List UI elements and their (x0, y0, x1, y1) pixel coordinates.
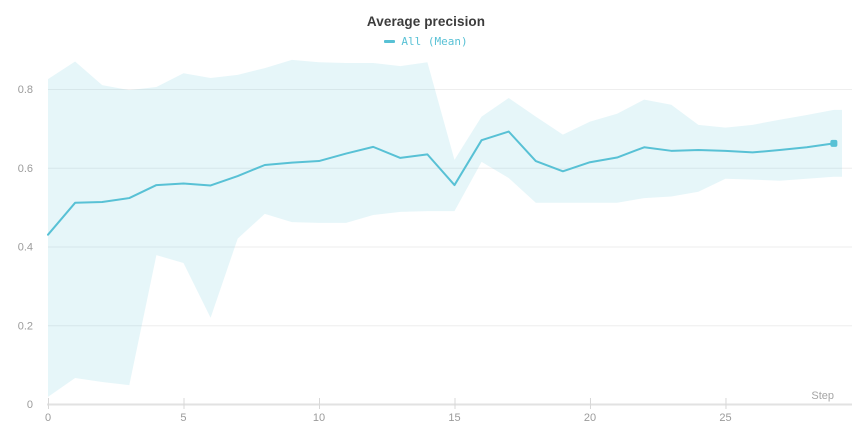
confidence-band (48, 59, 842, 397)
legend[interactable]: All (Mean) (0, 36, 852, 47)
gridlines (48, 89, 852, 327)
x-tick-label: 25 (719, 412, 731, 424)
legend-label: All (Mean) (401, 35, 468, 48)
y-tick-label: 0 (27, 399, 33, 411)
mean-line (47, 130, 838, 236)
y-tick-label: 0.2 (18, 320, 33, 332)
end-point-marker (830, 139, 838, 147)
tick-labels: 0 0.2 0.4 0.6 0.8 0 5 10 15 20 25 (18, 84, 732, 424)
mean-line-path (47, 130, 835, 236)
x-tick-label: 20 (584, 412, 596, 424)
min-max-band-area (48, 59, 842, 397)
x-tick-label: 0 (45, 412, 51, 424)
x-tick-label: 5 (180, 412, 186, 424)
legend-line-swatch (384, 40, 396, 43)
y-tick-label: 0.4 (18, 242, 33, 254)
x-axis (47, 398, 852, 409)
y-tick-label: 0.8 (18, 84, 33, 96)
chart-title: Average precision (366, 14, 486, 29)
y-tick-label: 0.6 (18, 163, 33, 175)
x-axis-caption: Step (811, 390, 834, 402)
x-tick-label: 10 (313, 412, 325, 424)
x-tick-label: 15 (448, 412, 460, 424)
